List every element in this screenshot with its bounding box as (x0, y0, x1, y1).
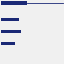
Bar (1, 42, 15, 45)
Bar (1, 30, 21, 33)
Bar (1, 18, 19, 21)
Bar (1, 1, 27, 5)
